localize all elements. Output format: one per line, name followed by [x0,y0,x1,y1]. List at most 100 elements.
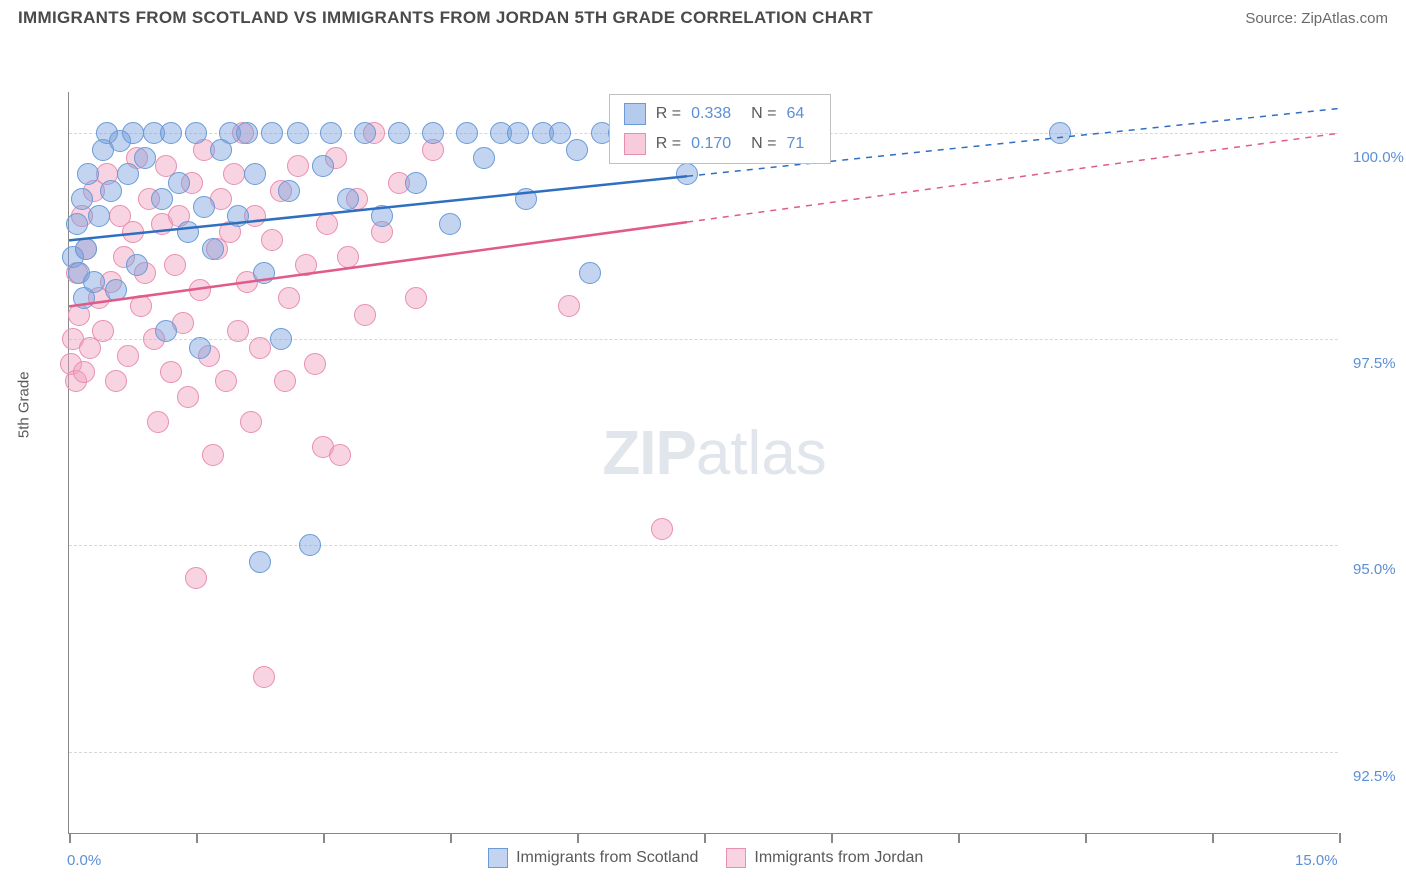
trend-lines [69,92,1339,834]
point-scotland [422,122,444,144]
point-scotland [473,147,495,169]
point-jordan [274,370,296,392]
point-scotland [71,188,93,210]
gridline-h [69,545,1338,546]
plot-area: 92.5%95.0%97.5%100.0%0.0%15.0%ZIPatlasR … [68,92,1338,834]
legend: Immigrants from ScotlandImmigrants from … [488,848,923,868]
point-scotland [278,180,300,202]
stats-row: R =0.338N =64 [610,99,831,129]
point-jordan [354,304,376,326]
point-jordan [130,295,152,317]
point-scotland [134,147,156,169]
point-jordan [160,361,182,383]
point-scotland [549,122,571,144]
point-scotland [155,320,177,342]
point-jordan [227,320,249,342]
point-jordan [261,229,283,251]
point-scotland [177,221,199,243]
point-scotland [126,254,148,276]
x-tick [69,833,71,843]
source-attribution: Source: ZipAtlas.com [1245,10,1388,27]
y-tick-label: 97.5% [1353,355,1396,372]
x-tick [704,833,706,843]
x-tick [1212,833,1214,843]
x-tick [450,833,452,843]
point-scotland [439,213,461,235]
point-scotland [185,122,207,144]
y-tick-label: 100.0% [1353,149,1404,166]
x-tick [577,833,579,843]
point-scotland [100,180,122,202]
x-tick-label: 15.0% [1295,852,1338,869]
point-scotland [83,271,105,293]
point-scotland [270,328,292,350]
x-tick [323,833,325,843]
point-scotland [320,122,342,144]
x-tick [1339,833,1341,843]
point-scotland [299,534,321,556]
stats-r-label: R = [656,105,681,123]
legend-swatch [726,848,746,868]
point-scotland [160,122,182,144]
legend-label: Immigrants from Jordan [754,849,923,866]
point-scotland [388,122,410,144]
gridline-h [69,752,1338,753]
point-scotland [287,122,309,144]
point-scotland [566,139,588,161]
stats-n-value: 71 [786,135,816,153]
point-scotland [193,196,215,218]
point-scotland [66,213,88,235]
point-scotland [189,337,211,359]
point-jordan [147,411,169,433]
point-scotland [579,262,601,284]
point-scotland [77,163,99,185]
point-jordan [558,295,580,317]
stats-n-value: 64 [786,105,816,123]
stats-row: R = 0.170 N = 71 [610,129,831,159]
point-jordan [287,155,309,177]
x-tick [958,833,960,843]
point-scotland [122,122,144,144]
point-jordan [304,353,326,375]
point-jordan [117,345,139,367]
point-scotland [405,172,427,194]
y-tick-label: 95.0% [1353,561,1396,578]
stats-n-label: N = [751,135,776,153]
point-jordan [405,287,427,309]
stats-r-label: R = [656,135,681,153]
point-jordan [329,444,351,466]
point-scotland [1049,122,1071,144]
point-jordan [240,411,262,433]
point-scotland [249,551,271,573]
point-jordan [164,254,186,276]
point-scotland [371,205,393,227]
point-scotland [354,122,376,144]
point-scotland [236,122,258,144]
point-jordan [253,666,275,688]
point-jordan [651,518,673,540]
point-jordan [295,254,317,276]
point-jordan [215,370,237,392]
point-jordan [185,567,207,589]
point-scotland [168,172,190,194]
point-jordan [73,361,95,383]
stats-n-label: N = [751,105,776,123]
point-scotland [676,163,698,185]
stats-r-value: 0.170 [691,135,741,153]
x-tick [196,833,198,843]
point-jordan [189,279,211,301]
point-scotland [312,155,334,177]
page-title: IMMIGRANTS FROM SCOTLAND VS IMMIGRANTS F… [18,8,873,28]
point-scotland [456,122,478,144]
stats-swatch [624,133,646,155]
point-jordan [223,163,245,185]
point-jordan [278,287,300,309]
point-jordan [337,246,359,268]
y-tick-label: 92.5% [1353,768,1396,785]
point-scotland [117,163,139,185]
x-tick [831,833,833,843]
point-scotland [261,122,283,144]
point-jordan [122,221,144,243]
point-scotland [244,163,266,185]
point-scotland [253,262,275,284]
